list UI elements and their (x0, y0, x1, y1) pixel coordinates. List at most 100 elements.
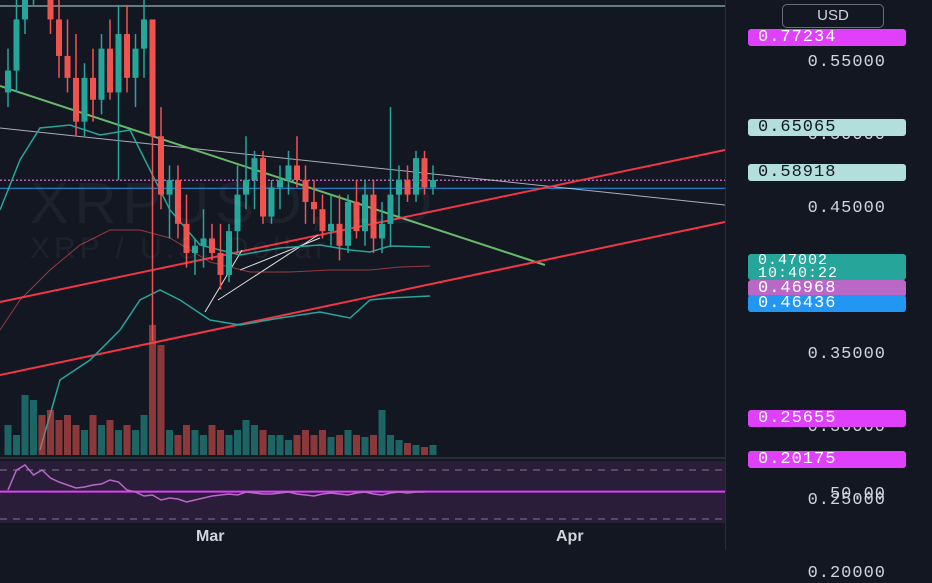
candle-body (141, 19, 147, 49)
candle-body (285, 165, 292, 181)
price-tag: 0.47002 10:40:22 (748, 252, 906, 282)
flag-line-3 (239, 237, 321, 271)
countdown-timer: 10:40:22 (758, 265, 839, 282)
candle-body (311, 201, 317, 210)
volume-bar (4, 425, 12, 455)
candle-body (81, 77, 88, 122)
volume-bar (55, 420, 63, 455)
volume-bar (310, 435, 318, 455)
volume-bar (123, 425, 131, 455)
candle-body (192, 245, 198, 254)
volume-bar (13, 435, 20, 455)
volume-bar (174, 435, 182, 455)
volume-bar (387, 435, 394, 455)
candle-body (149, 19, 156, 137)
candle-body (353, 201, 360, 232)
volume-bar (157, 345, 165, 455)
volume-bar (98, 425, 105, 455)
candle-body (183, 223, 190, 254)
trendline-green (0, 85, 546, 266)
candle-body (319, 209, 326, 232)
candle-body (200, 238, 207, 246)
candle-body (217, 253, 224, 275)
candle-body (302, 180, 309, 202)
trendline-white (0, 127, 726, 206)
price-tag: 0.58918 (748, 164, 906, 181)
volume-bar (404, 443, 411, 455)
candle-body (260, 158, 266, 217)
volume-bar (115, 430, 122, 455)
price-axis-label: 0.35000 (807, 345, 886, 365)
price-axis-label: 0.20000 (807, 564, 886, 583)
candle-body (243, 180, 249, 195)
volume-bar (140, 415, 148, 455)
channel-lower-red (0, 221, 726, 376)
candle-body (56, 19, 62, 56)
volume-bar (353, 435, 360, 455)
price-tag: 0.46968 (748, 280, 906, 297)
candle-body (345, 201, 351, 246)
volume-bar (217, 430, 224, 455)
candle-body (124, 34, 130, 78)
volume-bar (378, 410, 386, 455)
volume-bar (268, 435, 275, 455)
candle-body (379, 223, 385, 239)
volume-bar (200, 435, 207, 455)
price-axis-divider (725, 0, 726, 550)
volume-bar (361, 437, 369, 455)
price-tag: 0.77234 (748, 29, 906, 46)
volume-bar (302, 430, 309, 455)
volume-bar (30, 400, 37, 455)
price-tag: 0.46436 (748, 295, 906, 312)
candle-body (430, 180, 436, 188)
candle-body (158, 136, 164, 195)
candle-body (209, 238, 215, 254)
candle-body (277, 180, 283, 188)
candle-body (362, 194, 368, 232)
volume-bar (47, 410, 54, 455)
volume-bar (38, 415, 46, 455)
candle-body (413, 158, 419, 195)
volume-bar (251, 425, 258, 455)
volume-bar (89, 415, 97, 455)
volume-bar (191, 430, 199, 455)
time-label-mar: Mar (196, 528, 225, 545)
lower-band-line (39, 289, 431, 451)
volume-bar (132, 430, 139, 455)
volume-bar (72, 425, 80, 455)
price-chart[interactable] (0, 0, 932, 550)
candle-body (387, 194, 394, 224)
candle-body (115, 34, 122, 93)
volume-bar (225, 435, 233, 455)
candle-body (294, 165, 300, 181)
price-tag: 0.65065 (748, 119, 906, 136)
candle-body (166, 180, 173, 195)
volume-bar (149, 325, 156, 455)
candle-body (396, 180, 402, 195)
volume-bar (319, 430, 326, 455)
volume-bar (336, 435, 343, 455)
candle-body (328, 223, 334, 232)
volume-bar (166, 430, 173, 455)
volume-bar (106, 420, 114, 455)
volume-bar (276, 435, 284, 455)
volume-bar (234, 430, 241, 455)
candle-body (268, 187, 275, 217)
candle-body (98, 48, 105, 100)
volume-bar (242, 420, 250, 455)
price-tag-value: 0.47002 (758, 252, 829, 269)
candle-body (107, 48, 113, 93)
volume-bar (344, 430, 352, 455)
volume-bar (370, 435, 377, 455)
price-tag: 0.25655 (748, 410, 906, 427)
candle-body (421, 158, 428, 188)
candle-body (5, 70, 11, 93)
rsi-line (7, 464, 425, 503)
candle-body (13, 19, 20, 71)
rsi-axis-label: 50.00 (829, 485, 886, 504)
candle-body (404, 180, 411, 195)
candle-body (90, 77, 96, 100)
price-axis-label: 0.45000 (807, 199, 886, 219)
currency-button[interactable]: USD (782, 4, 884, 28)
volume-bar (429, 445, 437, 455)
